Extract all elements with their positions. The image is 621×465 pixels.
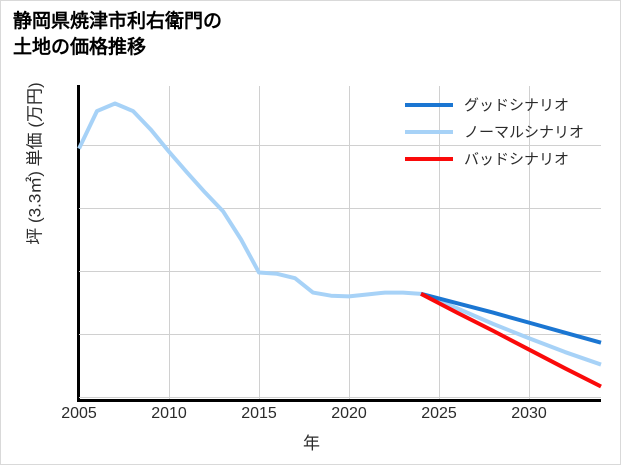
- y-axis-label-container: 坪 (3.3㎡) 単価 (万円): [1, 1, 61, 341]
- gridline-y-6: [79, 208, 601, 209]
- legend-swatch-bad: [405, 156, 453, 161]
- gridline-y-4: [79, 334, 601, 335]
- gridline-x-2010: [169, 86, 170, 399]
- legend-item-normal[interactable]: ノーマルシナリオ: [405, 118, 615, 145]
- plot-area: [79, 86, 601, 399]
- series-line: [79, 104, 601, 365]
- gridline-x-2015: [259, 86, 260, 399]
- legend-label-bad: バッドシナリオ: [464, 151, 570, 168]
- x-axis-label: 年: [303, 434, 320, 453]
- chart-title: 静岡県焼津市利右衛門の 土地の価格推移: [13, 11, 223, 58]
- x-tick-label-2010: 2010: [151, 405, 187, 422]
- legend-label-normal: ノーマルシナリオ: [464, 124, 585, 141]
- x-tick-label-2020: 2020: [331, 405, 367, 422]
- chart-legend: グッドシナリオ ノーマルシナリオ バッドシナリオ: [405, 91, 615, 172]
- gridline-y-5: [79, 271, 601, 272]
- series-line: [421, 294, 601, 387]
- y-axis-label: 坪 (3.3㎡) 単価 (万円): [25, 82, 45, 245]
- legend-swatch-normal: [405, 129, 453, 134]
- x-tick-label-2015: 2015: [241, 405, 277, 422]
- gridline-x-2025: [439, 86, 440, 399]
- gridline-y-7: [79, 145, 601, 146]
- series-lines: [79, 86, 601, 399]
- legend-item-bad[interactable]: バッドシナリオ: [405, 145, 615, 172]
- gridline-x-2030: [529, 86, 530, 399]
- x-axis-line: [77, 399, 601, 402]
- x-tick-label-2030: 2030: [511, 405, 547, 422]
- legend-label-good: グッドシナリオ: [464, 97, 570, 114]
- gridline-x-2020: [349, 86, 350, 399]
- x-tick-label-2005: 2005: [61, 405, 97, 422]
- gridline-y-3: [79, 397, 601, 398]
- legend-swatch-good: [405, 102, 453, 107]
- series-line: [421, 294, 601, 343]
- y-axis-line: [77, 85, 80, 401]
- legend-item-good[interactable]: グッドシナリオ: [405, 91, 615, 118]
- x-tick-label-2025: 2025: [421, 405, 457, 422]
